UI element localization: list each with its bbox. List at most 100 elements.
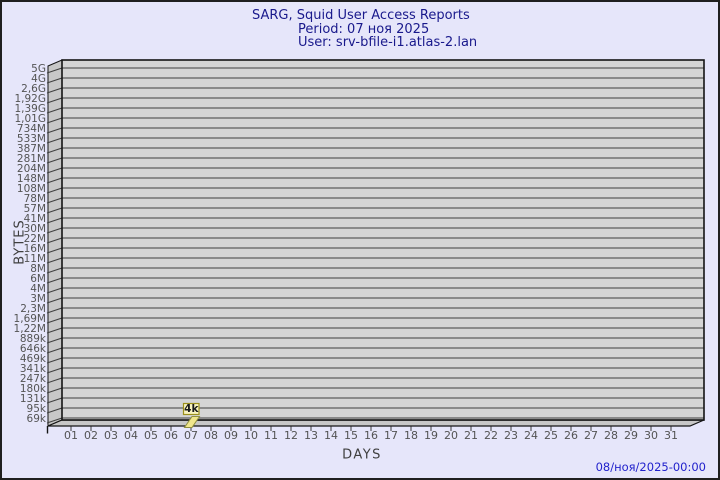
y-tick — [46, 127, 63, 134]
y-tick — [46, 227, 63, 234]
y-tick — [46, 97, 63, 104]
y-tick — [46, 247, 63, 254]
x-tick-label: 28 — [604, 429, 618, 442]
x-tick-label: 23 — [504, 429, 518, 442]
x-tick-label: 03 — [104, 429, 118, 442]
y-tick — [46, 147, 63, 154]
y-tick — [46, 137, 63, 144]
x-tick-label: 01 — [64, 429, 78, 442]
y-tick — [46, 347, 63, 354]
x-tick-label: 12 — [284, 429, 298, 442]
y-tick — [46, 217, 63, 224]
chart-left-wall — [47, 59, 63, 427]
y-tick — [46, 177, 63, 184]
y-tick — [46, 87, 63, 94]
y-tick-label: 78M — [24, 193, 46, 205]
y-tick — [46, 187, 63, 194]
x-tick-label: 22 — [484, 429, 498, 442]
y-tick-label: 108M — [17, 183, 46, 195]
y-tick — [46, 297, 63, 304]
x-tick-label: 06 — [164, 429, 178, 442]
y-axis-title: BYTES — [12, 219, 28, 265]
x-tick-label: 04 — [124, 429, 138, 442]
y-tick — [46, 387, 63, 394]
y-tick — [46, 337, 63, 344]
y-tick — [46, 117, 63, 124]
y-tick — [46, 397, 63, 404]
y-tick-label: 4M — [30, 283, 46, 295]
y-tick — [46, 287, 63, 294]
y-tick — [46, 167, 63, 174]
report-title: SARG, Squid User Access Reports — [252, 8, 470, 23]
y-tick-label: 11M — [24, 253, 46, 265]
y-tick — [46, 327, 63, 334]
y-tick-label: 387M — [17, 143, 46, 155]
y-tick — [46, 367, 63, 374]
chart-face-outline — [61, 59, 705, 421]
y-tick-label: 1,69M — [14, 313, 46, 325]
y-tick — [46, 67, 63, 74]
x-tick-label: 11 — [264, 429, 278, 442]
y-tick-label: 8M — [30, 263, 46, 275]
y-tick — [46, 307, 63, 314]
y-tick — [46, 267, 63, 274]
x-tick-label: 17 — [384, 429, 398, 442]
y-tick-label: 469k — [20, 353, 47, 365]
y-tick — [46, 77, 63, 84]
y-tick — [46, 417, 63, 424]
y-tick-label: 646k — [20, 343, 47, 355]
y-tick-label: 204M — [17, 163, 46, 175]
y-tick — [46, 197, 63, 204]
y-tick-label: 2,6G — [21, 83, 46, 95]
y-tick-label: 247k — [20, 373, 47, 385]
chart-floor — [47, 419, 705, 427]
y-tick-label: 533M — [17, 133, 46, 145]
y-tick-label: 1,22M — [14, 323, 46, 335]
bar-day-07 — [183, 416, 201, 428]
y-tick-label: 889k — [20, 333, 47, 345]
x-tick-label: 27 — [584, 429, 598, 442]
x-tick-label: 13 — [304, 429, 318, 442]
y-tick-label: 6M — [30, 273, 46, 285]
bar-value-label: 4k — [184, 403, 199, 415]
x-tick-label: 02 — [84, 429, 98, 442]
y-tick — [46, 357, 63, 364]
x-tick-label: 26 — [564, 429, 578, 442]
y-tick — [46, 377, 63, 384]
x-tick-label: 24 — [524, 429, 538, 442]
x-tick-label: 25 — [544, 429, 558, 442]
x-tick-label: 07 — [184, 429, 198, 442]
x-tick-label: 20 — [444, 429, 458, 442]
y-tick-label: 341k — [20, 363, 47, 375]
y-tick-label: 95k — [27, 403, 47, 415]
y-tick — [46, 407, 63, 414]
y-tick — [46, 257, 63, 264]
y-tick-label: 5G — [31, 63, 46, 75]
x-tick-label: 19 — [424, 429, 438, 442]
y-tick-label: 41M — [24, 213, 46, 225]
x-tick-label: 29 — [624, 429, 638, 442]
y-tick-label: 148M — [17, 173, 46, 185]
y-tick — [46, 157, 63, 164]
x-tick-label: 31 — [664, 429, 678, 442]
y-tick — [46, 277, 63, 284]
y-tick-label: 30M — [24, 223, 46, 235]
y-tick-label: 1,01G — [14, 113, 46, 125]
x-tick-label: 30 — [644, 429, 658, 442]
y-tick-label: 1,39G — [14, 103, 46, 115]
x-tick-label: 15 — [344, 429, 358, 442]
y-tick-label: 2,3M — [20, 303, 46, 315]
x-tick-label: 16 — [364, 429, 378, 442]
x-tick-label: 10 — [244, 429, 258, 442]
report-period: Period: 07 ноя 2025 — [298, 22, 430, 37]
y-tick — [46, 107, 63, 114]
y-tick-label: 734M — [17, 123, 46, 135]
y-tick-label: 281M — [17, 153, 46, 165]
y-tick-label: 180k — [20, 383, 47, 395]
y-tick-label: 22M — [24, 233, 46, 245]
x-tick-label: 08 — [204, 429, 218, 442]
y-tick-label: 16M — [24, 243, 46, 255]
x-axis-title: DAYS — [342, 447, 382, 463]
